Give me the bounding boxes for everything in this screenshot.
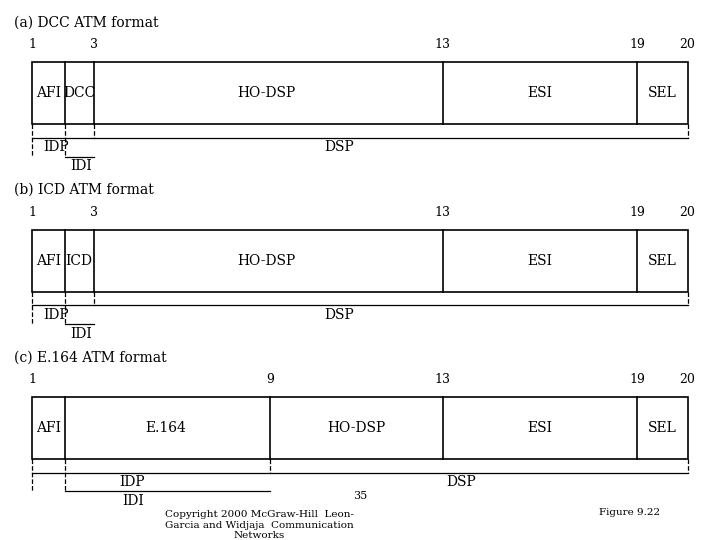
Text: DSP: DSP xyxy=(446,475,476,489)
Text: HO-DSP: HO-DSP xyxy=(238,254,295,267)
Bar xyxy=(32,62,688,124)
Text: DCC: DCC xyxy=(63,86,95,100)
Text: ESI: ESI xyxy=(528,421,552,435)
Text: E.164: E.164 xyxy=(145,421,186,435)
Text: ICD: ICD xyxy=(66,254,93,267)
Text: AFI: AFI xyxy=(36,254,61,267)
Text: (b) ICD ATM format: (b) ICD ATM format xyxy=(14,183,154,197)
Text: Copyright 2000 McGraw-Hill  Leon-
Garcia and Widjaja  Communication
Networks: Copyright 2000 McGraw-Hill Leon- Garcia … xyxy=(165,510,354,540)
Text: 3: 3 xyxy=(89,38,98,51)
Text: 13: 13 xyxy=(435,38,451,51)
Text: (c) E.164 ATM format: (c) E.164 ATM format xyxy=(14,350,167,365)
Text: 9: 9 xyxy=(266,373,274,386)
Text: 20: 20 xyxy=(680,373,696,386)
Text: 19: 19 xyxy=(629,373,645,386)
Text: 19: 19 xyxy=(629,206,645,219)
Text: IDI: IDI xyxy=(122,494,144,508)
Text: 35: 35 xyxy=(353,491,367,502)
Text: 1: 1 xyxy=(28,38,37,51)
Text: SEL: SEL xyxy=(648,86,677,100)
Text: 20: 20 xyxy=(680,206,696,219)
Text: IDI: IDI xyxy=(70,159,91,173)
Text: IDP: IDP xyxy=(43,140,69,154)
Text: (a) DCC ATM format: (a) DCC ATM format xyxy=(14,16,159,30)
Text: HO-DSP: HO-DSP xyxy=(238,86,295,100)
Text: ESI: ESI xyxy=(528,86,552,100)
Text: DSP: DSP xyxy=(324,140,354,154)
Text: 20: 20 xyxy=(680,38,696,51)
Text: ESI: ESI xyxy=(528,254,552,267)
Text: 1: 1 xyxy=(28,373,37,386)
Text: Figure 9.22: Figure 9.22 xyxy=(600,508,660,517)
Text: SEL: SEL xyxy=(648,254,677,267)
Text: 13: 13 xyxy=(435,373,451,386)
Text: 3: 3 xyxy=(89,206,98,219)
Text: IDP: IDP xyxy=(119,475,145,489)
Text: AFI: AFI xyxy=(36,421,61,435)
Text: 13: 13 xyxy=(435,206,451,219)
Bar xyxy=(32,397,688,459)
Bar xyxy=(32,230,688,292)
Text: DSP: DSP xyxy=(324,308,354,322)
Text: 19: 19 xyxy=(629,38,645,51)
Text: HO-DSP: HO-DSP xyxy=(328,421,385,435)
Text: AFI: AFI xyxy=(36,86,61,100)
Text: IDP: IDP xyxy=(43,308,69,322)
Text: 1: 1 xyxy=(28,206,37,219)
Text: SEL: SEL xyxy=(648,421,677,435)
Text: IDI: IDI xyxy=(70,327,91,341)
